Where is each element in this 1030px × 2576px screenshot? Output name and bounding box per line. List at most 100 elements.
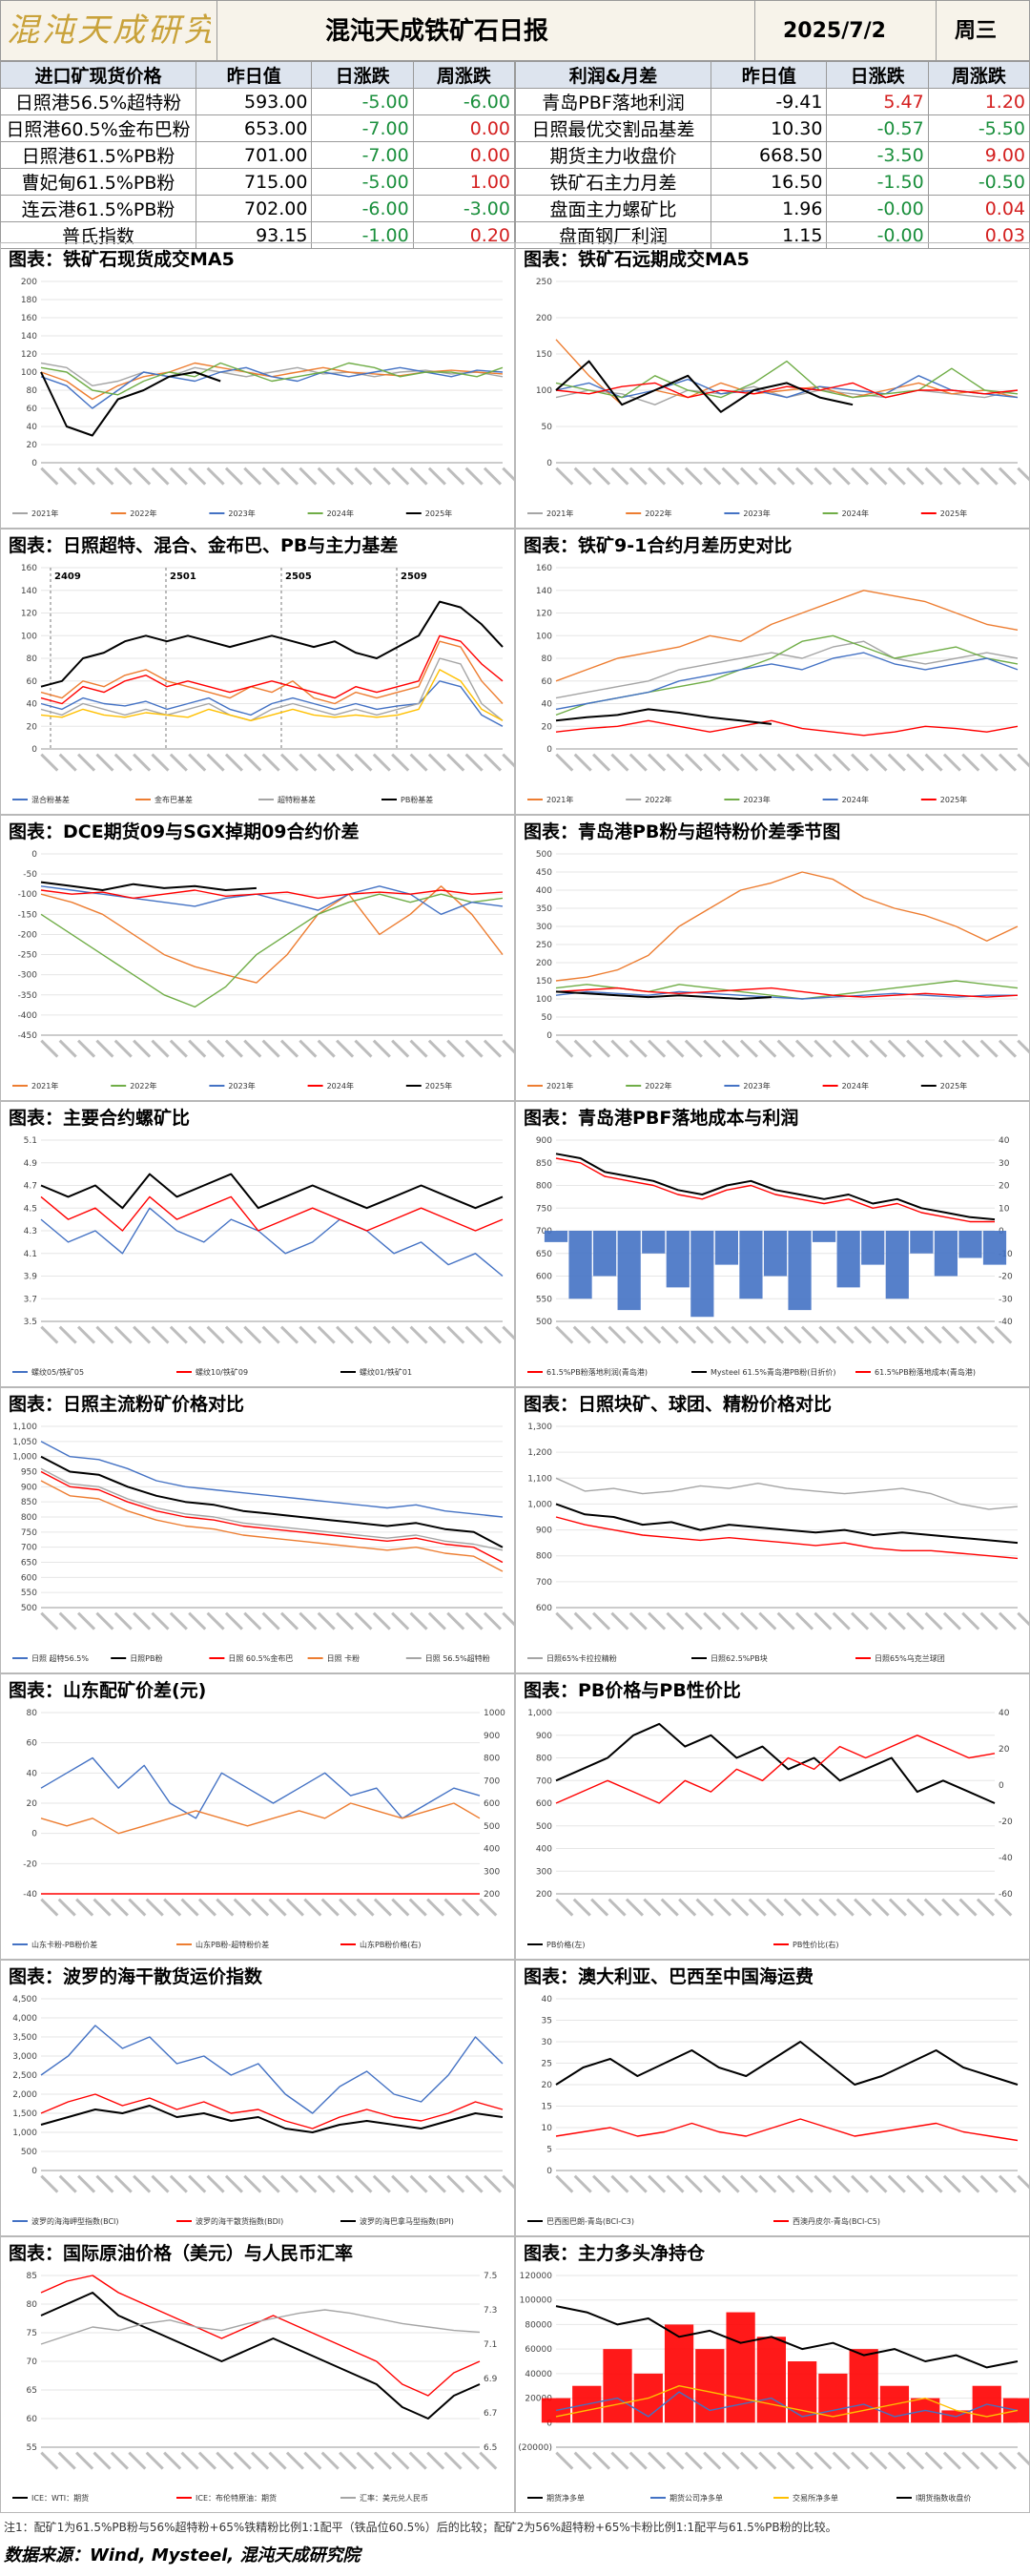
x-tick-label [372, 1325, 391, 1344]
y-tick-label: 100 [21, 368, 37, 378]
y-tick-label: 30 [542, 2038, 553, 2047]
x-tick-label [776, 2174, 795, 2193]
table-row: 青岛PBF落地利润 -9.41 5.47 1.20 [515, 88, 1030, 115]
chart-panel-net-long: 图表：主力多头净持仓 120000 100000 80000 60000 40000 20… [515, 2236, 1030, 2513]
legend-label: I期货指数收盘价 [916, 2493, 971, 2503]
series-line [40, 1756, 481, 1819]
x-tick-label [721, 1039, 740, 1058]
y-tick-label: 20 [542, 2081, 553, 2090]
report-header: 混沌天成研究院 混沌天成铁矿石日报 2025/7/2 周三 [0, 0, 1030, 62]
legend-label: PB价格(左) [546, 1940, 586, 1949]
legend-label: 日照62.5%PB块 [711, 1653, 768, 1663]
x-tick-label [169, 1039, 188, 1058]
y-tick-label: 15 [542, 2103, 552, 2112]
chart-title: 图表：澳大利亚、巴西至中国海运费 [524, 1966, 814, 1987]
area-bar [958, 1231, 982, 1258]
y-tick-label: 160 [21, 314, 37, 323]
x-tick-label [391, 2451, 410, 2470]
x-tick-label [906, 753, 925, 772]
y-tick-label: 600 [21, 1573, 37, 1583]
x-tick-label [906, 1039, 925, 1058]
x-tick-label [206, 1039, 225, 1058]
x-tick-label [224, 753, 243, 772]
x-tick-label [93, 1898, 112, 1917]
x-tick-label [942, 2174, 961, 2193]
y-tick-label: 400 [536, 1845, 552, 1855]
x-tick-label [372, 753, 391, 772]
chart-freight: 40 35 30 25 20 15 10 5 0 巴西图巴朗-青岛(BCI-C3) 西澳丹皮尔-青岛… [518, 1989, 1029, 2233]
x-tick-label [427, 467, 446, 486]
y-tick-label: 80 [542, 654, 553, 664]
y-tick-label: 1,300 [527, 1423, 552, 1432]
series-line [40, 366, 504, 409]
x-tick-label [95, 1611, 114, 1631]
x-tick-label [628, 1039, 648, 1058]
x-tick-label [628, 753, 648, 772]
series-line [555, 634, 1019, 717]
x-tick-label [739, 1611, 758, 1631]
y2-tick-label: 700 [484, 1776, 500, 1786]
x-tick-label [251, 2451, 270, 2470]
y-tick-label: 2,000 [12, 2090, 37, 2100]
chart-svg: 5.1 4.9 4.7 4.5 4.3 4.1 3.9 3.7 3.5 螺纹05/铁矿05 螺纹10… [12, 1136, 514, 1377]
x-tick-label [133, 753, 152, 772]
row-value: 5.47 [826, 88, 929, 115]
column-header: 昨日值 [710, 61, 828, 89]
chart-title: 图表：波罗的海干散货运价指数 [9, 1966, 263, 1987]
legend-label: 期货公司净多单 [670, 2493, 723, 2503]
x-tick-label [446, 1611, 465, 1631]
table-row: 普氏指数 93.15 -1.00 0.20 [0, 221, 516, 249]
x-tick-label [169, 1611, 188, 1631]
chart-dce-sgx: 0 -50 -100 -150 -200 -250 -300 -350 -400 -450 2021… [3, 844, 514, 1098]
row-value: -0.00 [826, 195, 929, 222]
series-line [40, 885, 504, 984]
area-bar [818, 2373, 848, 2423]
row-value: 10.30 [710, 114, 828, 142]
x-tick-label [684, 2451, 703, 2470]
y-tick-label: 1,000 [12, 1453, 37, 1463]
x-tick-label [261, 2174, 280, 2193]
chart-rebar-ore-ratio: 5.1 4.9 4.7 4.5 4.3 4.1 3.9 3.7 3.5 螺纹05/铁矿05 螺纹10… [3, 1131, 514, 1384]
x-tick-label [610, 1611, 629, 1631]
x-tick-label [409, 1039, 428, 1058]
x-tick-label [721, 1611, 740, 1631]
x-tick-label [391, 1039, 410, 1058]
x-tick-label [648, 2174, 667, 2193]
x-tick-label [628, 2451, 648, 2470]
chart-pb-value: 1,000 900 800 700 600 500 400 300 200 40 20 0 -20 -40… [518, 1703, 1027, 1957]
x-tick-label [572, 1325, 591, 1344]
y-tick-label: 0 [546, 745, 552, 755]
y-tick-label: 80 [27, 386, 38, 396]
x-tick-label [783, 1325, 802, 1344]
chart-title: 图表：PB价格与PB性价比 [524, 1680, 741, 1701]
x-tick-label [643, 1325, 662, 1344]
legend-label: ICE：WTI：期货 [31, 2493, 89, 2503]
row-value: -7.00 [311, 114, 414, 142]
x-tick-label [1017, 1039, 1029, 1058]
x-tick-label [110, 1898, 129, 1917]
x-tick-label [814, 467, 833, 486]
x-tick-label [976, 1898, 995, 1917]
row-value: -5.00 [311, 168, 414, 196]
legend-label: 2024年 [842, 1081, 869, 1091]
x-tick-label [40, 1039, 59, 1058]
legend-label: 2021年 [546, 1081, 573, 1091]
column-header: 利润&月差 [515, 61, 711, 89]
legend-label: 日照65%卡拉拉精粉 [546, 1653, 617, 1663]
x-tick-label [958, 1325, 978, 1344]
x-tick-label [268, 1898, 287, 1917]
x-tick-label [279, 1611, 299, 1631]
x-tick-label [261, 1611, 280, 1631]
x-tick-label [888, 1898, 907, 1917]
row-value: 1.00 [412, 168, 516, 196]
x-tick-label [758, 1039, 777, 1058]
x-tick-label [851, 2451, 870, 2470]
y2-tick-label: 6.5 [484, 2443, 497, 2453]
x-tick-label [942, 1039, 961, 1058]
x-tick-label [869, 2451, 888, 2470]
column-header: 周涨跌 [927, 61, 1030, 89]
chart-svg: 160 140 120 100 80 60 40 20 0 2021年 2022年 2023年 2024… [527, 564, 1029, 804]
chart-panel-forward-ma5: 图表：铁矿石远期成交MA5 250 200 150 100 50 0 2021年 2022年 2… [515, 242, 1030, 529]
y-tick-label: 3,000 [12, 2052, 37, 2062]
legend-label: 2023年 [228, 509, 255, 518]
